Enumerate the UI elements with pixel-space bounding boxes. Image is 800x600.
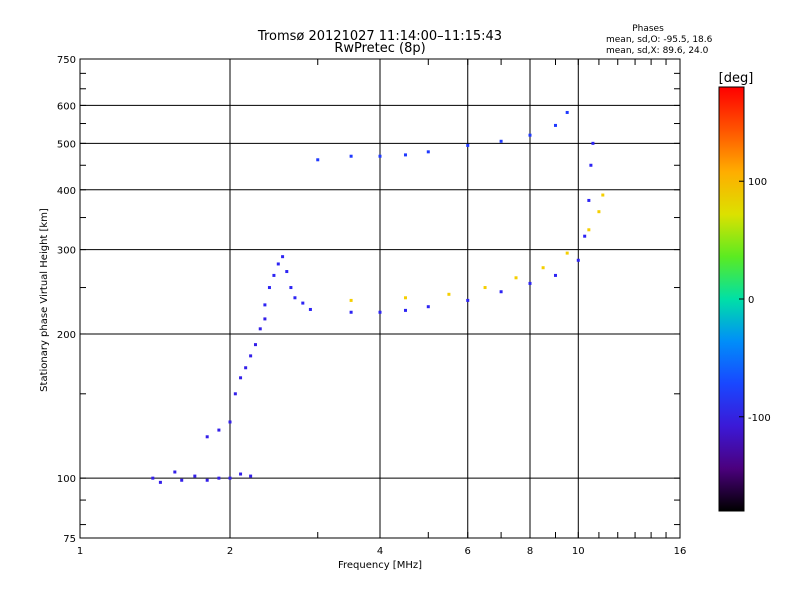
y-tick-label: 300	[57, 246, 76, 257]
stats-x-line: mean, sd,X: 89.6, 24.0	[606, 46, 709, 56]
echo-point	[193, 474, 197, 478]
y-tick-label: 75	[63, 534, 76, 545]
echo-point	[553, 123, 557, 127]
echo-point	[565, 110, 569, 114]
echo-point	[244, 366, 248, 370]
echo-point	[447, 292, 451, 296]
x-tick-label: 1	[77, 546, 83, 557]
echo-point	[228, 476, 232, 480]
echo-point	[281, 255, 285, 259]
echo-point	[403, 153, 407, 157]
colorbar-tick-label: -100	[748, 413, 771, 424]
echo-point	[499, 290, 503, 294]
stats-o-line: mean, sd,O: -95.5, 18.6	[606, 35, 713, 45]
echo-point	[301, 301, 305, 305]
echo-point	[263, 317, 267, 321]
echo-point	[528, 281, 532, 285]
y-tick-label: 750	[57, 55, 76, 66]
echo-point	[308, 307, 312, 311]
echo-point	[205, 435, 209, 439]
plot-frame	[79, 58, 681, 539]
echo-point	[249, 474, 253, 478]
echo-point	[403, 308, 407, 312]
x-tick-label: 2	[227, 546, 233, 557]
echo-point	[597, 210, 601, 214]
echo-point	[217, 476, 221, 480]
colorbar-tick-label: 0	[748, 295, 754, 306]
x-tick-label: 6	[465, 546, 471, 557]
chart-title: Tromsø 20121027 11:14:00–11:15:43	[257, 29, 502, 44]
colorbar-label: [deg]	[719, 71, 754, 86]
echo-point	[258, 327, 262, 331]
x-axis-label: Frequency [MHz]	[338, 560, 422, 571]
y-tick-label: 200	[57, 330, 76, 341]
x-tick-label: 8	[527, 546, 533, 557]
echo-point	[151, 476, 155, 480]
echo-point	[466, 143, 470, 147]
echo-point	[541, 266, 545, 270]
echo-point	[378, 310, 382, 314]
echo-point	[253, 343, 257, 347]
echo-point	[576, 258, 580, 262]
chart-subtitle: RwPretec (8p)	[334, 41, 425, 56]
echo-point	[239, 376, 243, 380]
echo-point	[483, 286, 487, 290]
echo-point	[499, 139, 503, 143]
echo-point	[601, 193, 605, 197]
echo-point	[466, 298, 470, 302]
echo-point	[267, 286, 271, 290]
y-tick-label: 100	[57, 474, 76, 485]
echo-point	[276, 262, 280, 266]
echo-point	[239, 472, 243, 476]
plot-area: 1 2 4 6 8 10 16 75 100 200 300 400 500 600 750	[57, 55, 686, 557]
echo-point	[217, 428, 221, 432]
echo-point	[263, 303, 267, 307]
echo-point	[173, 470, 177, 474]
echo-point	[349, 298, 353, 302]
x-tick-label: 10	[572, 546, 585, 557]
echo-point	[565, 251, 569, 255]
echo-point	[591, 141, 595, 145]
echo-point	[272, 273, 276, 277]
echo-point	[205, 478, 209, 482]
phase-colorbar: 100 0 -100	[718, 86, 771, 512]
echo-point	[587, 198, 591, 202]
x-tick-label: 16	[674, 546, 687, 557]
echo-point	[514, 276, 518, 280]
echo-point	[316, 158, 320, 162]
y-axis-label: Stationary phase Virtual Height [km]	[39, 208, 50, 392]
colorbar-tick-label: 100	[748, 177, 767, 188]
y-tick-label: 500	[57, 139, 76, 150]
echo-point	[587, 228, 591, 232]
echo-point	[349, 154, 353, 158]
echo-point	[228, 420, 232, 424]
echo-point	[293, 296, 297, 300]
echo-point	[158, 480, 162, 484]
y-tick-label: 600	[57, 101, 76, 112]
echo-point	[233, 392, 237, 396]
echo-point	[285, 270, 289, 274]
echo-point	[378, 154, 382, 158]
echo-point	[553, 273, 557, 277]
stats-heading: Phases	[632, 24, 664, 34]
echo-point	[349, 310, 353, 314]
x-tick-label: 4	[377, 546, 383, 557]
echo-point	[583, 234, 587, 238]
echo-point	[426, 305, 430, 309]
echo-point	[528, 133, 532, 137]
echo-point	[403, 296, 407, 300]
echo-point	[589, 163, 593, 167]
echo-point	[289, 286, 293, 290]
y-tick-label: 400	[57, 186, 76, 197]
echo-point	[249, 354, 253, 358]
echo-point	[180, 478, 184, 482]
echo-point	[426, 150, 430, 154]
